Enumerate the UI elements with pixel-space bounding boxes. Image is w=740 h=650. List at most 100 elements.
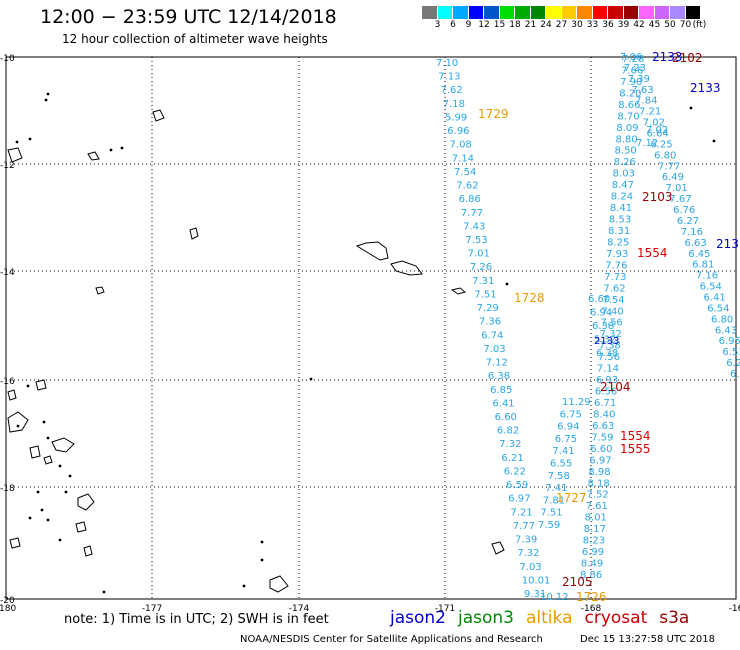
swh-value: 7.12 [486, 358, 508, 369]
island-dot [109, 148, 113, 152]
swh-value: 7.13 [438, 72, 460, 83]
island-dot [58, 464, 62, 468]
swh-value: 7.06 [620, 52, 642, 63]
legend-swatch [515, 6, 531, 19]
swh-value: 7.62 [456, 181, 478, 192]
swh-value: 7.54 [454, 167, 476, 178]
legend-swatches [422, 6, 701, 19]
swh-value: 6.96 [447, 126, 469, 137]
track-id-label: 2133 [652, 50, 683, 64]
swh-value: 8.17 [584, 524, 606, 535]
swh-value: 7.36 [479, 317, 501, 328]
swh-value: 6.71 [594, 398, 616, 409]
swh-value: 7.14 [597, 364, 619, 375]
swh-value: 7.18 [443, 99, 465, 110]
swh-value: 7.41 [552, 446, 574, 457]
track-id-label: 1555 [620, 442, 651, 456]
swh-value: 6.38 [592, 321, 614, 332]
swh-value: 7.76 [605, 260, 627, 271]
swh-value: 7.32 [517, 548, 539, 559]
swh-value: 7.61 [586, 501, 608, 512]
legend-swatch [561, 6, 577, 19]
swh-value: 8.24 [611, 192, 633, 203]
swh-value: 8.25 [607, 237, 629, 248]
swh-value: 7.77 [658, 161, 680, 172]
swh-value: 7.51 [540, 508, 562, 519]
swh-value: 8.41 [610, 203, 632, 214]
swh-value: 7.32 [600, 329, 622, 340]
legend-swatch [685, 6, 701, 19]
legend-label: 36 [602, 20, 614, 30]
swh-value: 7.21 [510, 507, 532, 518]
satellite-jason2: jason2 [390, 608, 446, 628]
axis-tick-labels: -10 -12 -14 -16 -18 -20-180 -177 -174 -171 -168 -1… [0, 54, 740, 614]
island-dot [26, 384, 30, 388]
island-dot [309, 377, 313, 381]
swh-value: 6.45 [688, 249, 710, 260]
swh-value: 7.39 [515, 535, 537, 546]
altimeter-tracks: 7.107.137.627.185.996.967.087.147.547.62… [436, 50, 740, 604]
island-dot [58, 538, 62, 542]
legend-swatch [654, 6, 670, 19]
swh-value: 6.27 [677, 216, 699, 227]
island-dot [44, 98, 48, 102]
footer-timestamp: Dec 15 13:27:58 UTC 2018 [580, 634, 715, 645]
swh-value: 7.12 [636, 138, 658, 149]
swh-value: 6.74 [481, 330, 503, 341]
island-dot [15, 140, 19, 144]
swh-value: 6.94 [590, 308, 612, 319]
swh-value: 6.81 [692, 260, 714, 271]
swh-value: 7.90 [620, 77, 642, 88]
legend-label: 39 [617, 20, 630, 30]
chart-subtitle: 12 hour collection of altimeter wave hei… [62, 32, 328, 46]
swh-value: 6.94 [557, 422, 579, 433]
swh-value: 6.51 [722, 347, 740, 358]
island-dot [505, 282, 509, 286]
swh-value: 6.60 [590, 444, 612, 455]
legend-labels: 3 6 9 12 15 18 21 24 27 30 33 36 39 42 45 50 70 (ft) [422, 19, 707, 31]
legend-swatch [592, 6, 608, 19]
swh-value: 7.73 [604, 272, 626, 283]
lat-tick-label: -16 [0, 377, 15, 387]
legend-label: 50 [664, 20, 676, 30]
lat-tick-label: -14 [0, 268, 15, 278]
swh-value: 6.56 [595, 387, 617, 398]
satellite-legend: jason2 jason3 altika cryosat s3a [390, 608, 701, 628]
island-dot [120, 146, 124, 150]
island-dot [36, 490, 40, 494]
swh-value: 7.32 [499, 439, 521, 450]
track-id-label: 213 [716, 237, 739, 251]
swh-value: 6.82 [497, 426, 519, 437]
swh-value: 7.67 [669, 194, 691, 205]
legend-label: 3 [434, 20, 441, 30]
footer-notes: note: 1) Time is in UTC; 2) SWH is in fe… [64, 612, 329, 627]
swh-value: 8.98 [588, 467, 610, 478]
swh-value: 8.66 [618, 100, 640, 111]
swh-value: 7.62 [441, 85, 463, 96]
legend-swatch [608, 6, 624, 19]
swh-value: 6.21 [501, 453, 523, 464]
swh-value: 7.21 [639, 107, 661, 118]
lon-tick-label: -168 [581, 604, 602, 614]
lat-tick-label: -10 [0, 54, 15, 64]
swh-value: 7.77 [513, 521, 535, 532]
swh-value: 7.59 [538, 520, 560, 531]
legend-label: 33 [586, 20, 599, 30]
track-id-label: 2133 [690, 81, 721, 95]
island-dot [42, 420, 46, 424]
swh-value: 7.59 [591, 432, 613, 443]
lat-tick-label: -18 [0, 484, 15, 494]
swh-value: 8.20 [619, 88, 641, 99]
swh-value: 7.84 [635, 96, 657, 107]
swh-value: 6.76 [673, 205, 695, 216]
legend-swatch [499, 6, 515, 19]
swh-value: 6.38 [596, 348, 618, 359]
swh-value: 7.43 [463, 221, 485, 232]
legend-swatch [546, 6, 562, 19]
island-dot [46, 436, 50, 440]
swh-value: 6.75 [555, 434, 577, 445]
lon-tick-label: -174 [289, 604, 310, 614]
swh-value: 11.29 [562, 397, 591, 408]
legend-label: 9 [465, 20, 472, 30]
